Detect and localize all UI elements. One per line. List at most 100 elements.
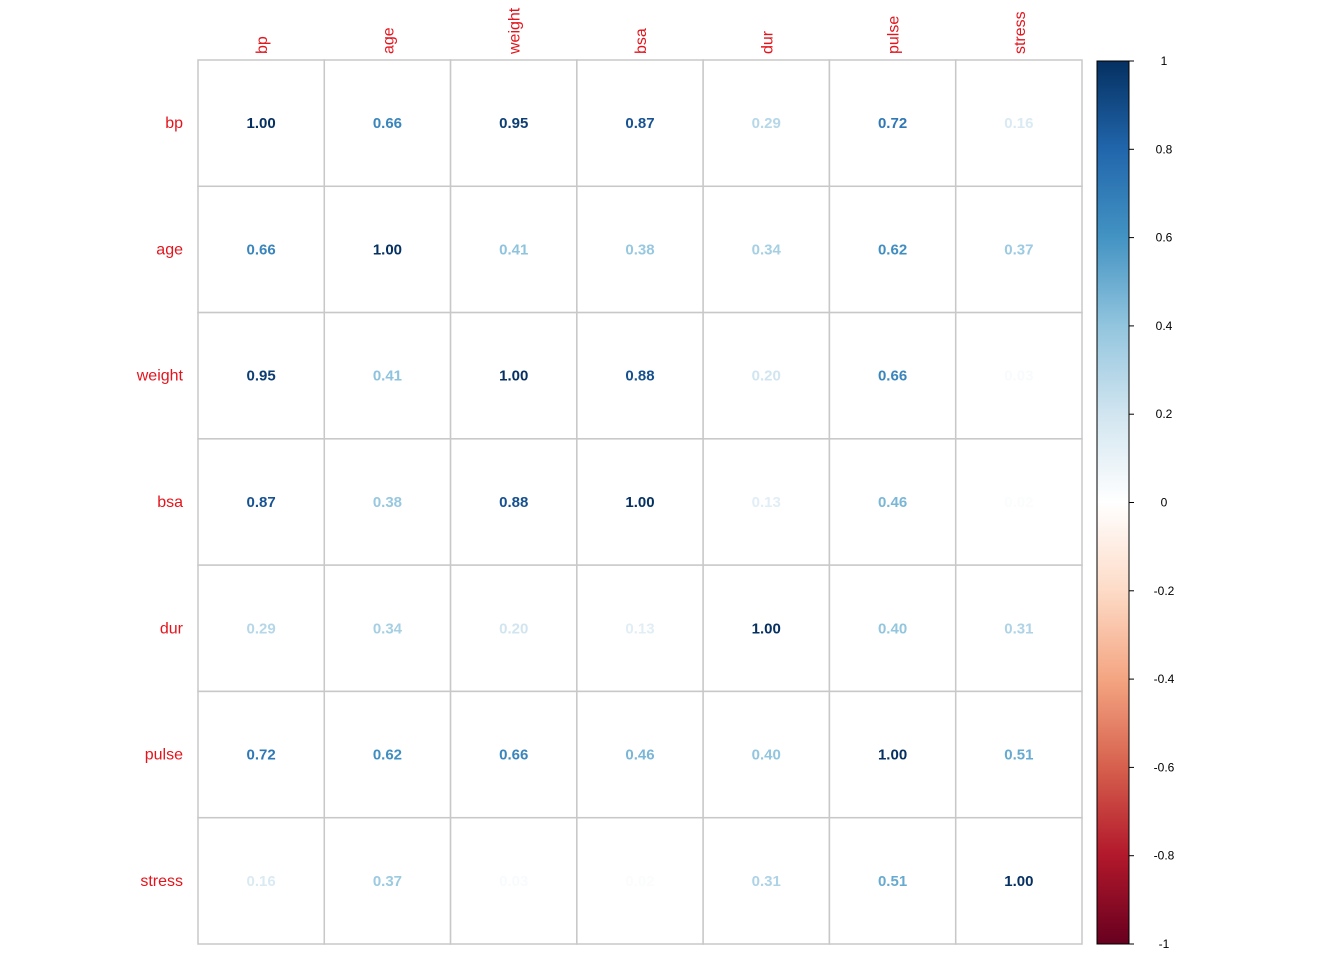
column-labels: bp age weight bsa dur pulse stress — [254, 7, 1029, 55]
color-legend: 1 0.8 0.6 0.4 0.2 0 -0.2 -0.4 -0.6 -0.8 -1 — [1096, 54, 1175, 951]
cell-value: 0.51 — [1004, 747, 1033, 764]
colorbar-tick-label: 1 — [1161, 54, 1168, 68]
grid-cell — [828, 311, 957, 440]
grid-cell — [828, 816, 957, 945]
grid-cell — [576, 816, 704, 945]
cell-value: 1.00 — [373, 241, 402, 258]
grid-cell — [702, 690, 831, 819]
grid-cell — [197, 564, 326, 693]
grid-cell — [702, 59, 831, 188]
grid-cell — [449, 59, 578, 188]
grid-cell — [449, 690, 578, 819]
cell-value: 1.00 — [752, 620, 781, 637]
grid-cell — [197, 59, 326, 188]
grid-cell — [954, 185, 1083, 314]
column-label: stress — [1012, 11, 1029, 54]
grid-cell — [449, 564, 578, 693]
grid-cell — [323, 59, 452, 188]
cell-value: 0.72 — [247, 747, 276, 764]
cell-value: 0.16 — [1004, 115, 1033, 132]
row-label: age — [156, 241, 183, 258]
cell-value: 0.31 — [752, 873, 781, 890]
cell-value: 0.62 — [878, 241, 907, 258]
grid-cell — [197, 690, 326, 819]
cell-value: 0.38 — [373, 494, 402, 511]
cell-value: 0.41 — [373, 368, 402, 385]
cell-value: 0.02 — [1004, 494, 1033, 511]
row-label: bp — [165, 115, 183, 132]
grid-cell — [702, 816, 831, 945]
cell-value: 0.87 — [625, 115, 654, 132]
cell-value: 0.40 — [752, 747, 781, 764]
row-label: bsa — [157, 494, 183, 511]
cell-value: 0.66 — [499, 747, 528, 764]
cell-value: 0.41 — [499, 241, 528, 258]
cell-value: 0.37 — [373, 873, 402, 890]
colorbar-tick-label: 0 — [1161, 496, 1168, 510]
correlation-values: 1.00 0.66 0.95 0.87 0.29 0.72 0.16 0.66 1.00 0.41… — [247, 115, 1034, 890]
cell-value: 0.40 — [878, 620, 907, 637]
grid-cell — [576, 311, 704, 440]
cell-value: 0.95 — [247, 368, 276, 385]
colorbar-tick-label: -1 — [1159, 937, 1170, 951]
grid-cell — [197, 185, 326, 314]
cell-value: 1.00 — [499, 368, 528, 385]
grid-cell — [954, 690, 1083, 819]
cell-value: 0.88 — [625, 368, 654, 385]
grid-cell — [449, 816, 578, 945]
cell-value: 0.95 — [499, 115, 528, 132]
cell-value: 0.34 — [373, 620, 403, 637]
cell-value: 0.29 — [247, 620, 276, 637]
column-label: dur — [759, 30, 776, 54]
colorbar-tick-label: -0.6 — [1154, 760, 1175, 774]
grid-cell — [828, 438, 957, 566]
cell-value: 0.87 — [247, 494, 276, 511]
colorbar-tick-label: -0.4 — [1154, 672, 1175, 686]
grid-cell — [449, 185, 578, 314]
grid-cell — [449, 311, 578, 440]
colorbar-ticks: 1 0.8 0.6 0.4 0.2 0 -0.2 -0.4 -0.6 -0.8 -1 — [1129, 54, 1175, 951]
grid-cell — [954, 311, 1083, 440]
column-label: bp — [254, 36, 271, 54]
grid-cell — [954, 438, 1083, 566]
row-label: pulse — [145, 747, 183, 764]
correlation-grid — [197, 59, 1083, 945]
cell-value: 0.20 — [752, 368, 781, 385]
cell-value: 0.38 — [625, 241, 654, 258]
colorbar-tick-label: -0.2 — [1154, 584, 1175, 598]
row-label: weight — [136, 368, 184, 385]
colorbar-tick-label: 0.2 — [1156, 407, 1173, 421]
cell-value: 0.66 — [247, 241, 276, 258]
cell-value: 0.13 — [752, 494, 781, 511]
grid-cell — [197, 816, 326, 945]
cell-value: 0.51 — [878, 873, 907, 890]
cell-value: 0.66 — [373, 115, 402, 132]
cell-value: 1.00 — [878, 747, 907, 764]
column-label: pulse — [886, 16, 903, 54]
grid-cell — [702, 185, 831, 314]
cell-value: 0.20 — [499, 620, 528, 637]
cell-value: 0.02 — [625, 873, 654, 890]
cell-value: 0.46 — [625, 747, 654, 764]
row-labels: bp age weight bsa dur pulse stress — [136, 115, 184, 890]
row-label: stress — [140, 873, 183, 890]
grid-cell — [197, 438, 326, 566]
cell-value: 0.31 — [1004, 620, 1033, 637]
row-label: dur — [160, 620, 184, 637]
colorbar-tick-label: 0.6 — [1156, 231, 1173, 245]
cell-value: 0.66 — [878, 368, 907, 385]
grid-cell — [323, 311, 452, 440]
grid-cell — [576, 690, 704, 819]
grid-cell — [323, 438, 452, 566]
cell-value: 1.00 — [1004, 873, 1033, 890]
cell-value: 0.88 — [499, 494, 528, 511]
cell-value: 0.13 — [625, 620, 654, 637]
cell-value: 0.62 — [373, 747, 402, 764]
cell-value: 0.29 — [752, 115, 781, 132]
grid-cell — [828, 59, 957, 188]
cell-value: 0.37 — [1004, 241, 1033, 258]
grid-cell — [323, 690, 452, 819]
cell-value: 1.00 — [247, 115, 276, 132]
cell-value: 0.34 — [752, 241, 782, 258]
